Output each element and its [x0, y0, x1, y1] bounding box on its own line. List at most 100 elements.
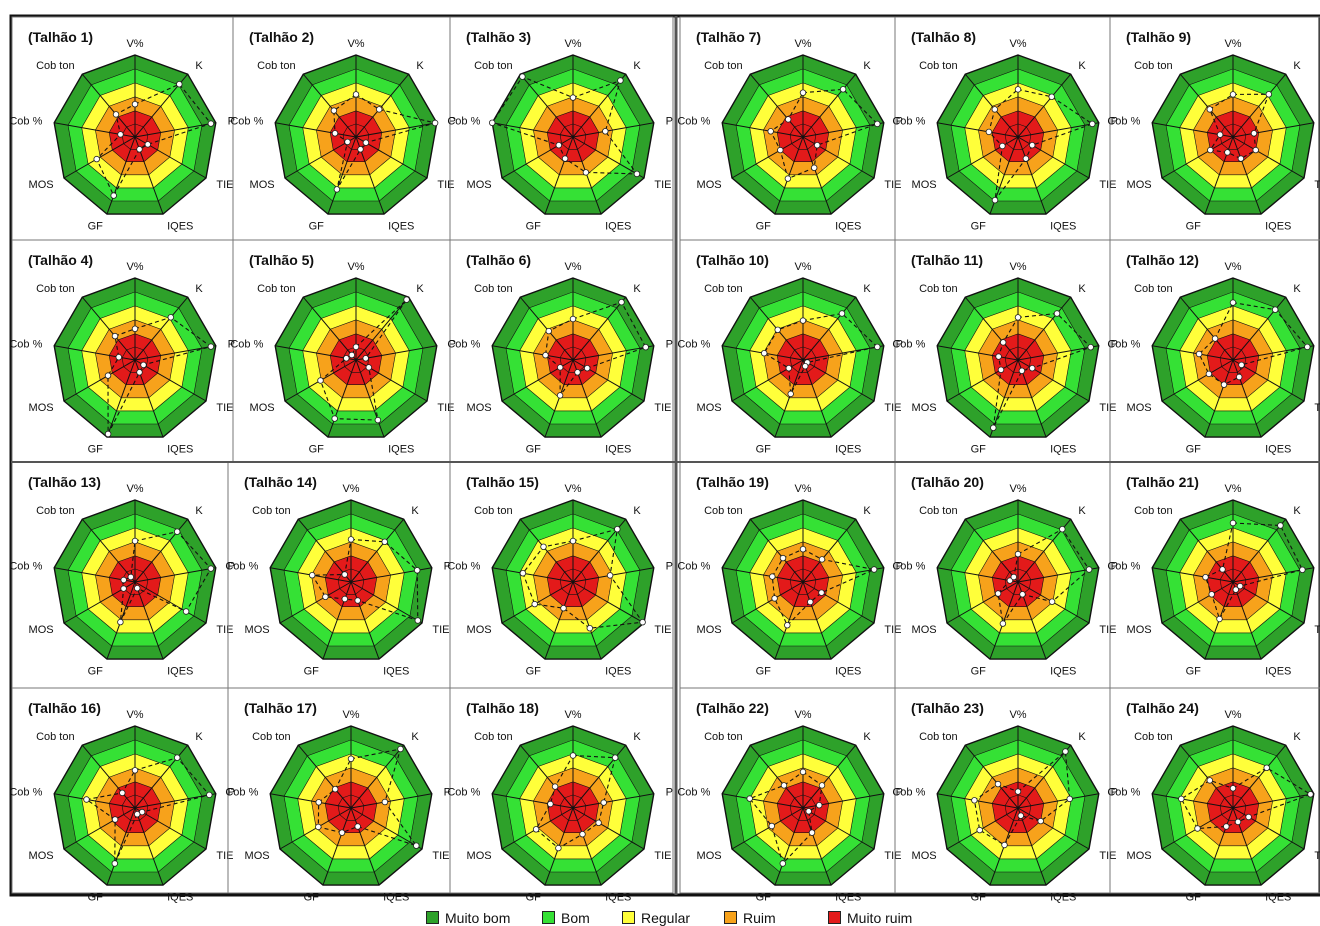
- axis-label: V%: [794, 38, 811, 50]
- axis-label: TIE: [437, 179, 454, 191]
- axis-spoke: [946, 359, 1019, 402]
- axis-spoke: [355, 122, 437, 138]
- axis-label: K: [1293, 283, 1301, 295]
- data-point: [799, 317, 807, 324]
- axis-label: Cob ton: [36, 731, 75, 743]
- axis-label: P: [228, 787, 235, 799]
- data-point: [555, 844, 562, 852]
- axis-label: IQES: [835, 443, 861, 455]
- axis-spoke: [572, 136, 645, 179]
- axis-spoke: [937, 122, 1019, 138]
- axis-label: IQES: [1265, 891, 1291, 903]
- data-point: [586, 625, 593, 632]
- data-point: [1205, 370, 1213, 378]
- data-point: [1195, 350, 1203, 358]
- axis-label: K: [863, 731, 871, 743]
- data-point: [131, 100, 139, 108]
- axis-spoke: [134, 296, 189, 361]
- data-point: [309, 572, 316, 579]
- panel-title: (Talhão 23): [911, 700, 984, 716]
- axis-label: V%: [1224, 483, 1241, 495]
- data-point: [633, 170, 641, 178]
- axis-spoke: [1232, 807, 1305, 850]
- data-polygon: [1204, 522, 1304, 621]
- data-point: [315, 799, 322, 806]
- axis-spoke: [722, 793, 804, 809]
- axis-spoke: [572, 136, 602, 215]
- axis-label: GF: [971, 220, 987, 232]
- axis-spoke: [1232, 136, 1262, 215]
- data-point: [347, 536, 355, 543]
- axis-label: GF: [304, 665, 320, 677]
- axis-label: IQES: [605, 891, 631, 903]
- axis-label: K: [633, 731, 641, 743]
- axis-spoke: [1017, 793, 1099, 809]
- data-point: [1216, 615, 1223, 623]
- data-polygon: [311, 538, 419, 622]
- data-point: [976, 826, 983, 834]
- data-point: [799, 89, 807, 96]
- axis-label: Cob ton: [704, 283, 743, 295]
- axis-spoke: [106, 359, 136, 438]
- axis-spoke: [802, 807, 875, 850]
- axis-label: Cob %: [892, 339, 925, 351]
- data-polygon: [763, 312, 879, 396]
- axis-label: GF: [526, 443, 542, 455]
- axis-label: P: [449, 339, 456, 351]
- axis-spoke: [572, 567, 654, 583]
- data-point: [207, 120, 215, 127]
- axis-spoke: [572, 73, 627, 138]
- data-point: [414, 567, 421, 574]
- axis-spoke: [134, 359, 207, 402]
- data-point: [569, 315, 577, 323]
- axis-label: IQES: [1050, 891, 1076, 903]
- data-point: [1066, 795, 1073, 803]
- axis-label: TIE: [654, 850, 671, 862]
- axis-label: TIE: [1099, 402, 1116, 414]
- axis-label: IQES: [1050, 443, 1076, 455]
- legend-item-muito-bom: Muito bom: [426, 910, 510, 926]
- data-point: [1263, 764, 1270, 771]
- axis-label: Cob ton: [1134, 60, 1173, 72]
- axis-label: V%: [342, 483, 359, 495]
- axis-spoke: [749, 518, 804, 583]
- axis-label: TIE: [216, 850, 233, 862]
- data-point: [1028, 141, 1036, 149]
- radar-panel: V% K P TIE IQES GF MOS Cob % Cob ton (Talhão 8): [892, 16, 1118, 241]
- axis-label: MOS: [250, 402, 275, 414]
- data-point: [555, 141, 562, 149]
- axis-label: MOS: [467, 402, 492, 414]
- axis-spoke: [1017, 136, 1047, 215]
- axis-label: K: [863, 283, 871, 295]
- axis-spoke: [1204, 359, 1234, 438]
- axis-label: P: [896, 339, 903, 351]
- data-polygon: [491, 76, 639, 175]
- axis-spoke: [275, 345, 357, 361]
- axis-spoke: [355, 359, 385, 438]
- axis-label: IQES: [383, 665, 409, 677]
- panel-title: (Talhão 21): [1126, 474, 1199, 490]
- axis-spoke: [1152, 345, 1234, 361]
- radar-panel: V% K P TIE IQES GF MOS Cob % Cob ton (Talhão 1): [9, 16, 235, 241]
- axis-label: Cob ton: [1134, 283, 1173, 295]
- axis-spoke: [519, 518, 574, 583]
- data-polygon: [544, 301, 647, 398]
- axis-label: TIE: [654, 402, 671, 414]
- data-point: [784, 175, 792, 182]
- axis-spoke: [350, 744, 405, 809]
- axis-label: IQES: [167, 891, 193, 903]
- data-point: [167, 314, 174, 321]
- data-point: [1014, 788, 1022, 795]
- axis-spoke: [1017, 807, 1047, 886]
- axis-label: GF: [526, 891, 542, 903]
- axis-label: P: [1111, 339, 1118, 351]
- axis-spoke: [81, 518, 136, 583]
- axis-label: K: [1293, 60, 1301, 72]
- data-point: [348, 351, 355, 359]
- axis-label: IQES: [167, 665, 193, 677]
- panel-title: (Talhão 20): [911, 474, 984, 490]
- data-point: [551, 783, 559, 790]
- axis-spoke: [297, 744, 352, 809]
- axis-label: V%: [126, 261, 143, 273]
- radar-panel: V% K P TIE IQES GF MOS Cob % Cob ton (Talhão 2): [230, 16, 456, 241]
